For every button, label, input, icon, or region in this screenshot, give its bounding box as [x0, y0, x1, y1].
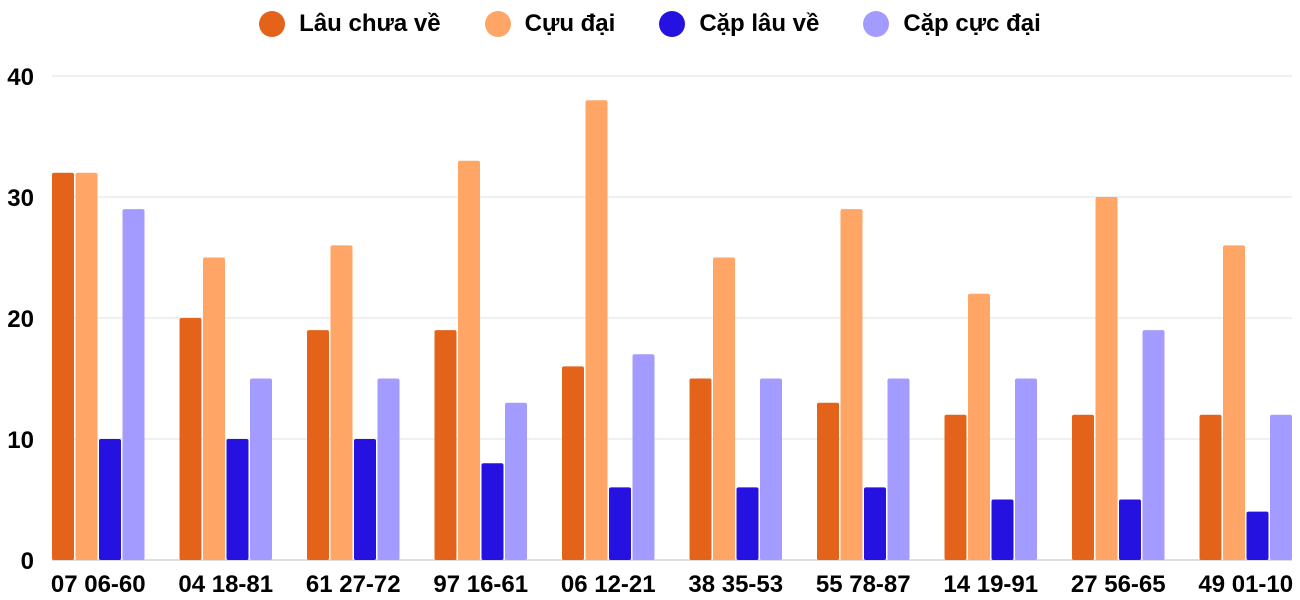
- legend-item[interactable]: Cặp lâu về: [659, 10, 819, 38]
- bar-lâu-chưa-về: [944, 414, 967, 560]
- bar-cựu-đại: [203, 257, 225, 560]
- bar-cựu-đại: [75, 172, 98, 561]
- bar-cặp-lâu-về: [991, 499, 1014, 560]
- legend-item[interactable]: Cặp cực đại: [863, 10, 1041, 38]
- x-tick-label: 27 56-65: [1071, 571, 1166, 598]
- bar-lâu-chưa-về: [1072, 414, 1094, 560]
- bar-cựu-đại: [1223, 245, 1245, 560]
- y-tick-label: 10: [7, 427, 34, 454]
- bar-cặp-cực-đại: [505, 402, 527, 560]
- legend: Lâu chưa về Cựu đại Cặp lâu về Cặp cực đại: [0, 10, 1300, 38]
- legend-label: Cựu đại: [524, 10, 616, 37]
- bar-lâu-chưa-về: [1199, 414, 1222, 560]
- bar-cựu-đại: [840, 209, 863, 560]
- y-tick-label: 0: [21, 548, 34, 575]
- bar-cặp-lâu-về: [864, 487, 886, 560]
- bar-lâu-chưa-về: [689, 378, 712, 560]
- bar-cựu-đại: [585, 100, 608, 560]
- bar-lâu-chưa-về: [562, 366, 584, 560]
- legend-label: Lâu chưa về: [299, 10, 441, 37]
- bar-cặp-cực-đại: [122, 209, 145, 560]
- x-tick-label: 49 01-10: [1198, 571, 1293, 598]
- y-tick-label: 40: [7, 64, 34, 91]
- bar-cặp-cực-đại: [1015, 378, 1037, 560]
- legend-swatch: [863, 11, 890, 37]
- y-tick-label: 30: [7, 185, 34, 212]
- x-tick-label: 38 35-53: [688, 571, 783, 598]
- bar-lâu-chưa-về: [434, 330, 457, 560]
- legend-label: Cặp cực đại: [903, 10, 1041, 37]
- bar-cựu-đại: [968, 293, 990, 560]
- x-tick-label: 04 18-81: [178, 571, 273, 598]
- bar-cựu-đại: [458, 160, 480, 560]
- x-tick-label: 61 27-72: [306, 571, 401, 598]
- bar-cặp-lâu-về: [1119, 499, 1141, 560]
- bar-cặp-lâu-về: [609, 487, 631, 560]
- bar-cặp-lâu-về: [354, 439, 376, 560]
- bar-cặp-cực-đại: [250, 378, 272, 560]
- bar-cặp-lâu-về: [736, 487, 759, 560]
- bar-lâu-chưa-về: [52, 172, 74, 561]
- legend-label: Cặp lâu về: [699, 10, 820, 37]
- x-tick-label: 06 12-21: [561, 571, 656, 598]
- bar-cặp-cực-đại: [1270, 414, 1292, 560]
- x-tick-label: 97 16-61: [433, 571, 528, 598]
- bar-lâu-chưa-về: [179, 318, 202, 560]
- legend-swatch: [659, 11, 686, 37]
- bar-cựu-đại: [713, 257, 735, 560]
- x-tick-label: 07 06-60: [51, 571, 146, 598]
- bar-cặp-cực-đại: [887, 378, 910, 560]
- bar-cặp-cực-đại: [1142, 330, 1165, 560]
- bar-lâu-chưa-về: [307, 330, 329, 560]
- bar-cặp-lâu-về: [1246, 511, 1269, 560]
- bar-cặp-lâu-về: [226, 439, 249, 560]
- bar-cựu-đại: [330, 245, 353, 560]
- bar-cặp-lâu-về: [99, 439, 121, 560]
- legend-item[interactable]: Lâu chưa về: [259, 10, 441, 38]
- bar-cặp-cực-đại: [760, 378, 782, 560]
- bar-cặp-lâu-về: [481, 463, 504, 560]
- y-tick-label: 20: [7, 306, 34, 333]
- x-tick-label: 55 78-87: [816, 571, 911, 598]
- bar-lâu-chưa-về: [817, 402, 839, 560]
- legend-item[interactable]: Cựu đại: [484, 10, 616, 38]
- bar-cặp-cực-đại: [632, 354, 655, 560]
- legend-swatch: [484, 11, 511, 37]
- x-tick-label: 14 19-91: [943, 571, 1038, 598]
- legend-swatch: [259, 11, 286, 37]
- bar-cặp-cực-đại: [377, 378, 400, 560]
- bar-cựu-đại: [1095, 197, 1118, 560]
